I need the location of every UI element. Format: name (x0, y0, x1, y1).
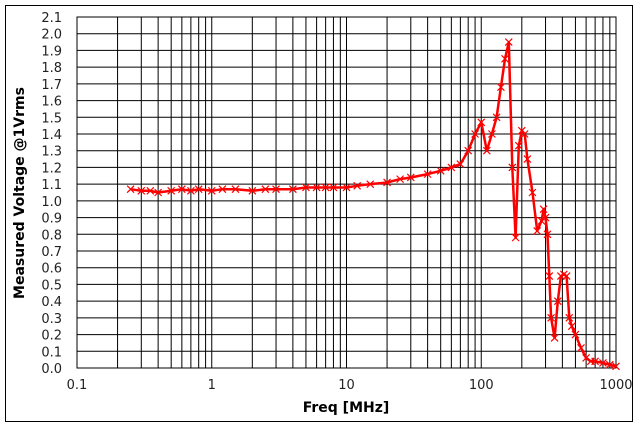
y-tick-label: 0.3 (41, 312, 62, 327)
x-tick-label: 1 (208, 378, 216, 393)
y-tick-label: 1.0 (41, 195, 62, 210)
plot-area-border (76, 16, 617, 369)
y-axis-ticks: 0.00.10.20.30.40.50.60.70.80.91.01.11.21… (41, 11, 62, 377)
x-tick-label: 10 (338, 378, 355, 393)
y-tick-label: 0.5 (41, 278, 62, 293)
y-tick-label: 0.8 (41, 228, 62, 243)
y-tick-label: 0.2 (41, 329, 62, 344)
series-markers (126, 38, 620, 371)
y-tick-label: 1.9 (41, 44, 62, 59)
y-tick-label: 2.0 (41, 28, 62, 43)
y-tick-label: 0.1 (41, 345, 62, 360)
x-tick-label: 100 (469, 378, 494, 393)
y-tick-label: 1.2 (41, 161, 62, 176)
y-tick-label: 1.1 (41, 178, 62, 193)
y-tick-label: 1.7 (41, 78, 62, 93)
x-axis-ticks: 0.1 1 10 100 1000 (67, 378, 633, 393)
x-tick-label: 1000 (599, 378, 632, 393)
y-tick-label: 0.4 (41, 295, 62, 310)
y-tick-label: 1.8 (41, 61, 62, 76)
y-tick-label: 0.6 (41, 262, 62, 277)
x-tick-label: 0.1 (67, 378, 88, 393)
y-tick-label: 1.4 (41, 128, 62, 143)
y-tick-label: 1.5 (41, 111, 62, 126)
y-tick-label: 1.3 (41, 145, 62, 160)
chart-frame (5, 5, 633, 422)
y-tick-label: 0.9 (41, 212, 62, 227)
y-tick-label: 0.0 (41, 362, 62, 377)
y-tick-label: 2.1 (41, 11, 62, 26)
x-axis-label: Freq [MHz] (303, 400, 390, 416)
y-tick-label: 0.7 (41, 245, 62, 260)
y-axis-label: Measured Voltage @1Vrms (12, 87, 28, 299)
y-tick-label: 1.6 (41, 95, 62, 110)
